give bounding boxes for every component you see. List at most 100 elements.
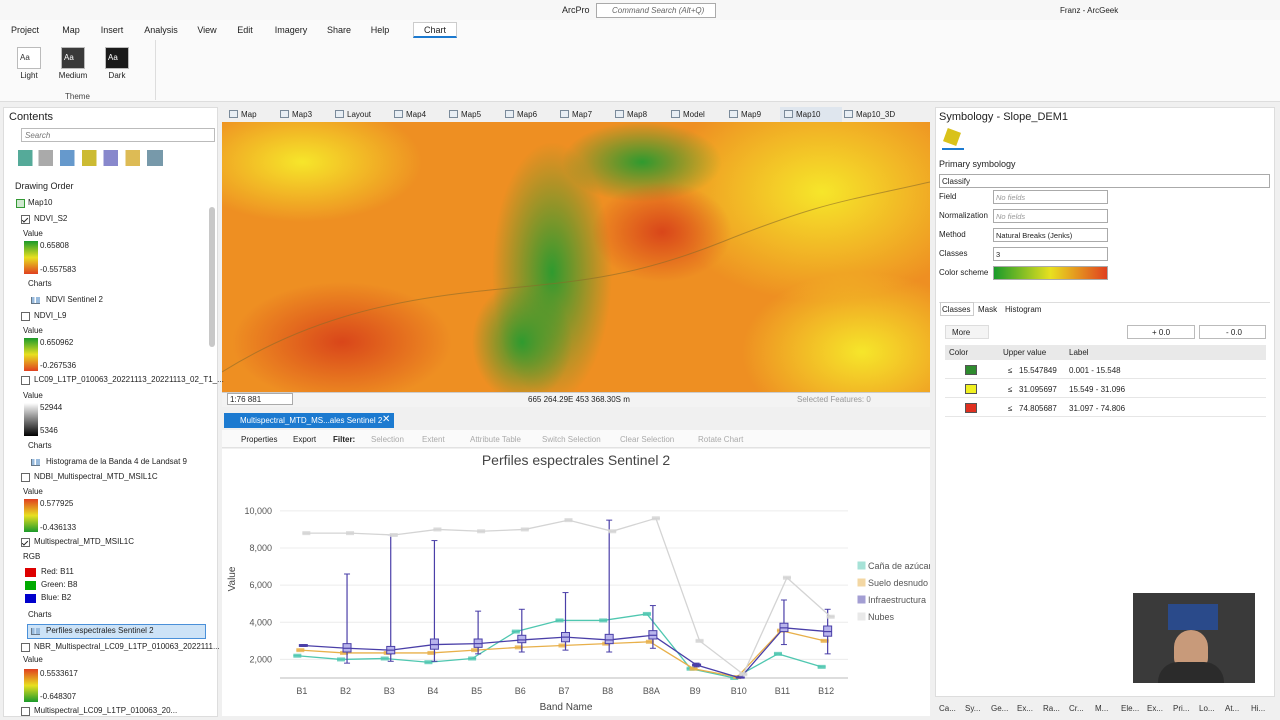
toolbar-button[interactable]: Clear Selection	[620, 435, 675, 444]
toc-item[interactable]: Multispectral_LC09_L1TP_010063_20...	[34, 706, 178, 715]
field-input[interactable]	[993, 190, 1108, 204]
dock-tab[interactable]: M...	[1095, 704, 1109, 713]
map-tab[interactable]: Map10_3D	[856, 110, 896, 119]
checkbox[interactable]	[21, 215, 30, 224]
toolbar-button[interactable]: Switch Selection	[542, 435, 601, 444]
map-tab[interactable]: Map9	[741, 110, 762, 119]
field-input[interactable]	[993, 209, 1108, 223]
field-value: 3	[996, 250, 1001, 259]
toc-item[interactable]: NDBI_Multispectral_MTD_MSIL1C	[34, 472, 158, 481]
checkbox[interactable]	[21, 707, 30, 716]
dock-tab[interactable]: Lo...	[1199, 704, 1215, 713]
dock-tab[interactable]: Ele...	[1121, 704, 1140, 713]
dock-tab[interactable]: Ge...	[991, 704, 1009, 713]
class-color[interactable]	[965, 403, 977, 413]
sym-tab[interactable]: Mask	[978, 305, 998, 314]
user-name[interactable]: Franz - ArcGeek	[1060, 6, 1119, 15]
map-tab[interactable]: Model	[683, 110, 705, 119]
dock-tab[interactable]: Pri...	[1173, 704, 1190, 713]
minus-input[interactable]	[1199, 325, 1266, 339]
dock-tab[interactable]: Sy...	[965, 704, 981, 713]
theme-swatch[interactable]	[105, 47, 129, 69]
map-tab[interactable]: Map4	[406, 110, 427, 119]
dock-tab[interactable]: Ca...	[939, 704, 956, 713]
scale-box[interactable]	[227, 393, 293, 405]
class-color[interactable]	[965, 384, 977, 394]
ribbon-tab[interactable]: Insert	[100, 25, 124, 35]
toc-item[interactable]: Histograma de la Banda 4 de Landsat 9	[46, 457, 187, 466]
more-button[interactable]	[945, 325, 989, 339]
map-tab[interactable]: Map7	[572, 110, 593, 119]
ribbon-tab[interactable]: Analysis	[144, 25, 178, 35]
toc-item[interactable]: Perfiles espectrales Sentinel 2	[46, 626, 154, 635]
contents-toolbar[interactable]	[18, 150, 163, 166]
active-map-tab[interactable]	[780, 107, 842, 122]
table-row[interactable]	[945, 361, 1266, 379]
toolbar-button[interactable]: Export	[293, 435, 317, 444]
theme-swatch[interactable]	[61, 47, 85, 69]
scrollbar[interactable]	[209, 207, 215, 347]
toc-item[interactable]: NDVI Sentinel 2	[46, 295, 103, 304]
class-color[interactable]	[965, 365, 977, 375]
field-input[interactable]	[993, 266, 1108, 280]
map-tab[interactable]: Map6	[517, 110, 538, 119]
ribbon-tab[interactable]: Map	[62, 25, 80, 35]
minus-text: - 0.0	[1226, 328, 1243, 337]
close-tab[interactable]: ✕	[382, 414, 391, 425]
ribbon-tab[interactable]: Share	[326, 25, 352, 35]
toolbar-button[interactable]: Attribute Table	[470, 435, 521, 444]
ribbon-tab[interactable]: Imagery	[274, 25, 308, 35]
map-tab[interactable]: Map	[241, 110, 257, 119]
sym-tab[interactable]: Classes	[942, 305, 971, 314]
sym-tab[interactable]: Histogram	[1005, 305, 1042, 314]
ribbon-tab[interactable]: Chart	[423, 25, 447, 35]
chart-tab[interactable]	[224, 413, 394, 428]
ribbon-tab[interactable]: View	[197, 25, 217, 35]
toc-item[interactable]: LC09_L1TP_010063_20221113_20221113_02_T1…	[34, 375, 224, 384]
command-search[interactable]	[596, 3, 716, 18]
field-input[interactable]	[993, 228, 1108, 242]
toolbar-button[interactable]: Selection	[371, 435, 404, 444]
contents-search[interactable]	[21, 128, 215, 142]
toc-item[interactable]: Map10	[28, 198, 53, 207]
theme-swatch[interactable]	[17, 47, 41, 69]
map-tab[interactable]: Map10	[796, 110, 821, 119]
toolbar-button[interactable]: Extent	[422, 435, 445, 444]
ribbon-tab[interactable]: Help	[370, 25, 390, 35]
checkbox[interactable]	[21, 643, 30, 652]
active-sym-tab[interactable]	[940, 302, 974, 316]
map-tab[interactable]: Map8	[627, 110, 648, 119]
dock-tab[interactable]: Ex...	[1147, 704, 1164, 713]
checkbox[interactable]	[21, 538, 30, 547]
checkbox[interactable]	[21, 312, 30, 321]
dock-tab[interactable]: At...	[1225, 704, 1240, 713]
dock-tab[interactable]: Ra...	[1043, 704, 1060, 713]
ribbon-tab[interactable]: Edit	[237, 25, 253, 35]
toolbar-button[interactable]: Rotate Chart	[698, 435, 744, 444]
checkbox[interactable]	[21, 376, 30, 385]
selection[interactable]	[27, 624, 206, 639]
map-tab[interactable]: Map5	[461, 110, 482, 119]
theme-icon: Aa	[20, 53, 30, 62]
ribbon-tab[interactable]: Project	[10, 25, 40, 35]
map-tab[interactable]: Map3	[292, 110, 313, 119]
map-view[interactable]	[222, 122, 930, 392]
toc-item[interactable]: NDVI_L9	[34, 311, 67, 320]
plus-input[interactable]	[1127, 325, 1195, 339]
checkbox[interactable]	[21, 473, 30, 482]
dock-tab[interactable]: Cr...	[1069, 704, 1084, 713]
toolbar-button[interactable]: Properties	[241, 435, 278, 444]
renderer-select[interactable]	[939, 174, 1270, 188]
field-input[interactable]	[993, 247, 1108, 261]
toc-item[interactable]: Blue: B2	[41, 593, 72, 602]
toc-item[interactable]: Multispectral_MTD_MSIL1C	[34, 537, 135, 546]
table-row[interactable]	[945, 399, 1266, 417]
dock-tab[interactable]: Ex...	[1017, 704, 1034, 713]
dock-tab[interactable]: Hi...	[1251, 704, 1266, 713]
toc-item[interactable]: NDVI_S2	[34, 214, 68, 223]
toc-item[interactable]: Green: B8	[41, 580, 78, 589]
map-tab[interactable]: Layout	[347, 110, 372, 119]
toc-item[interactable]: Red: B11	[41, 567, 74, 576]
toc-item[interactable]: NBR_Multispectral_LC09_L1TP_010063_20221…	[34, 642, 220, 651]
table-row[interactable]	[945, 380, 1266, 398]
